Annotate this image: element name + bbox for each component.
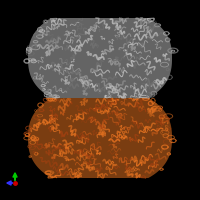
Polygon shape: [28, 98, 172, 178]
Polygon shape: [28, 18, 172, 98]
